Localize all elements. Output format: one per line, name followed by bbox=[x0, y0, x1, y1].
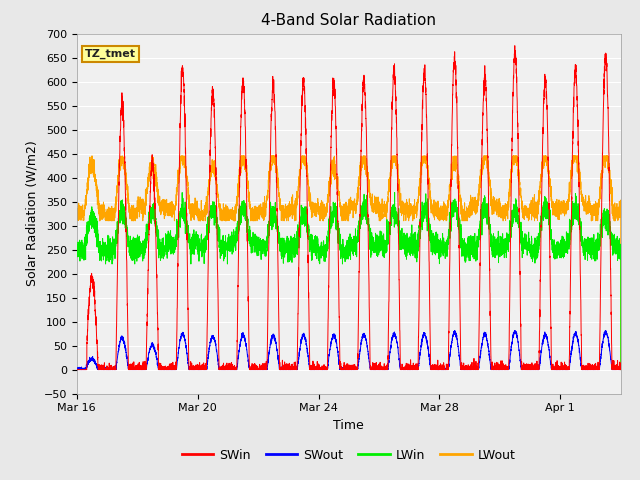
Text: TZ_tmet: TZ_tmet bbox=[85, 49, 136, 59]
Y-axis label: Solar Radiation (W/m2): Solar Radiation (W/m2) bbox=[25, 141, 38, 287]
Title: 4-Band Solar Radiation: 4-Band Solar Radiation bbox=[261, 13, 436, 28]
Legend: SWin, SWout, LWin, LWout: SWin, SWout, LWin, LWout bbox=[177, 444, 521, 467]
X-axis label: Time: Time bbox=[333, 419, 364, 432]
